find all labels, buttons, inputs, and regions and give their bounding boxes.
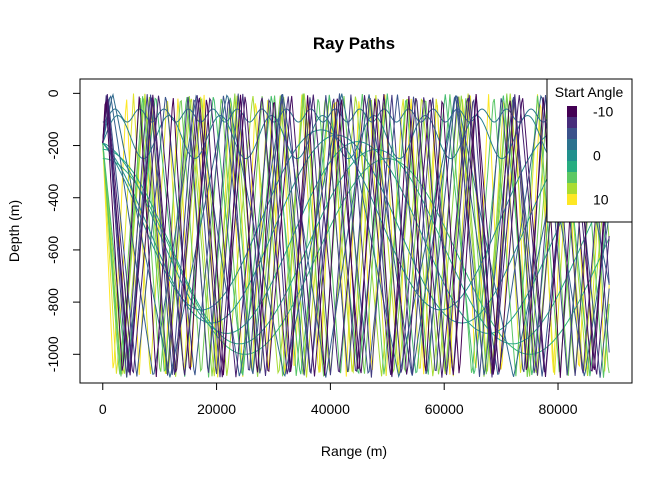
y-tick-label: -800 bbox=[45, 288, 61, 316]
legend-swatch bbox=[567, 128, 577, 139]
y-axis-label: Depth (m) bbox=[6, 200, 22, 262]
y-tick-label: 0 bbox=[45, 89, 61, 97]
ray-path--7 bbox=[102, 93, 610, 378]
x-axis: 0 20000 40000 60000 80000 bbox=[99, 382, 578, 417]
x-tick-label: 40000 bbox=[311, 401, 350, 417]
legend-swatch bbox=[567, 150, 577, 161]
y-tick-label: -600 bbox=[45, 236, 61, 264]
plot-area bbox=[102, 92, 610, 379]
legend-swatch bbox=[567, 194, 577, 205]
ray-path--5 bbox=[102, 93, 610, 378]
ray-path--10 bbox=[102, 94, 610, 378]
x-tick-label: 60000 bbox=[425, 401, 464, 417]
legend-swatch bbox=[567, 172, 577, 183]
legend-swatch bbox=[567, 139, 577, 150]
x-tick-label: 80000 bbox=[539, 401, 578, 417]
y-tick-label: -200 bbox=[45, 131, 61, 159]
legend-swatch bbox=[567, 161, 577, 172]
legend-swatch bbox=[567, 183, 577, 194]
y-tick-label: -400 bbox=[45, 183, 61, 211]
legend-label: -10 bbox=[593, 104, 613, 120]
y-tick-label: -1000 bbox=[45, 336, 61, 372]
legend: Start Angle -10 0 10 bbox=[546, 78, 633, 223]
x-axis-label: Range (m) bbox=[321, 443, 387, 459]
legend-box bbox=[546, 78, 633, 223]
x-tick-label: 20000 bbox=[197, 401, 236, 417]
legend-swatch bbox=[567, 117, 577, 128]
legend-label: 10 bbox=[593, 192, 609, 208]
x-tick-label: 0 bbox=[99, 401, 107, 417]
ray-path--8 bbox=[102, 93, 610, 378]
ray-path--11 bbox=[102, 93, 610, 378]
ray-path-6 bbox=[102, 93, 610, 378]
ray-path--6 bbox=[102, 93, 610, 378]
legend-title: Start Angle bbox=[555, 84, 624, 100]
chart-title: Ray Paths bbox=[313, 34, 395, 53]
legend-swatch bbox=[567, 106, 577, 117]
y-axis: 0 -200 -400 -600 -800 -1000 bbox=[45, 89, 81, 372]
legend-label: 0 bbox=[593, 148, 601, 164]
ray-path--9 bbox=[102, 94, 610, 378]
